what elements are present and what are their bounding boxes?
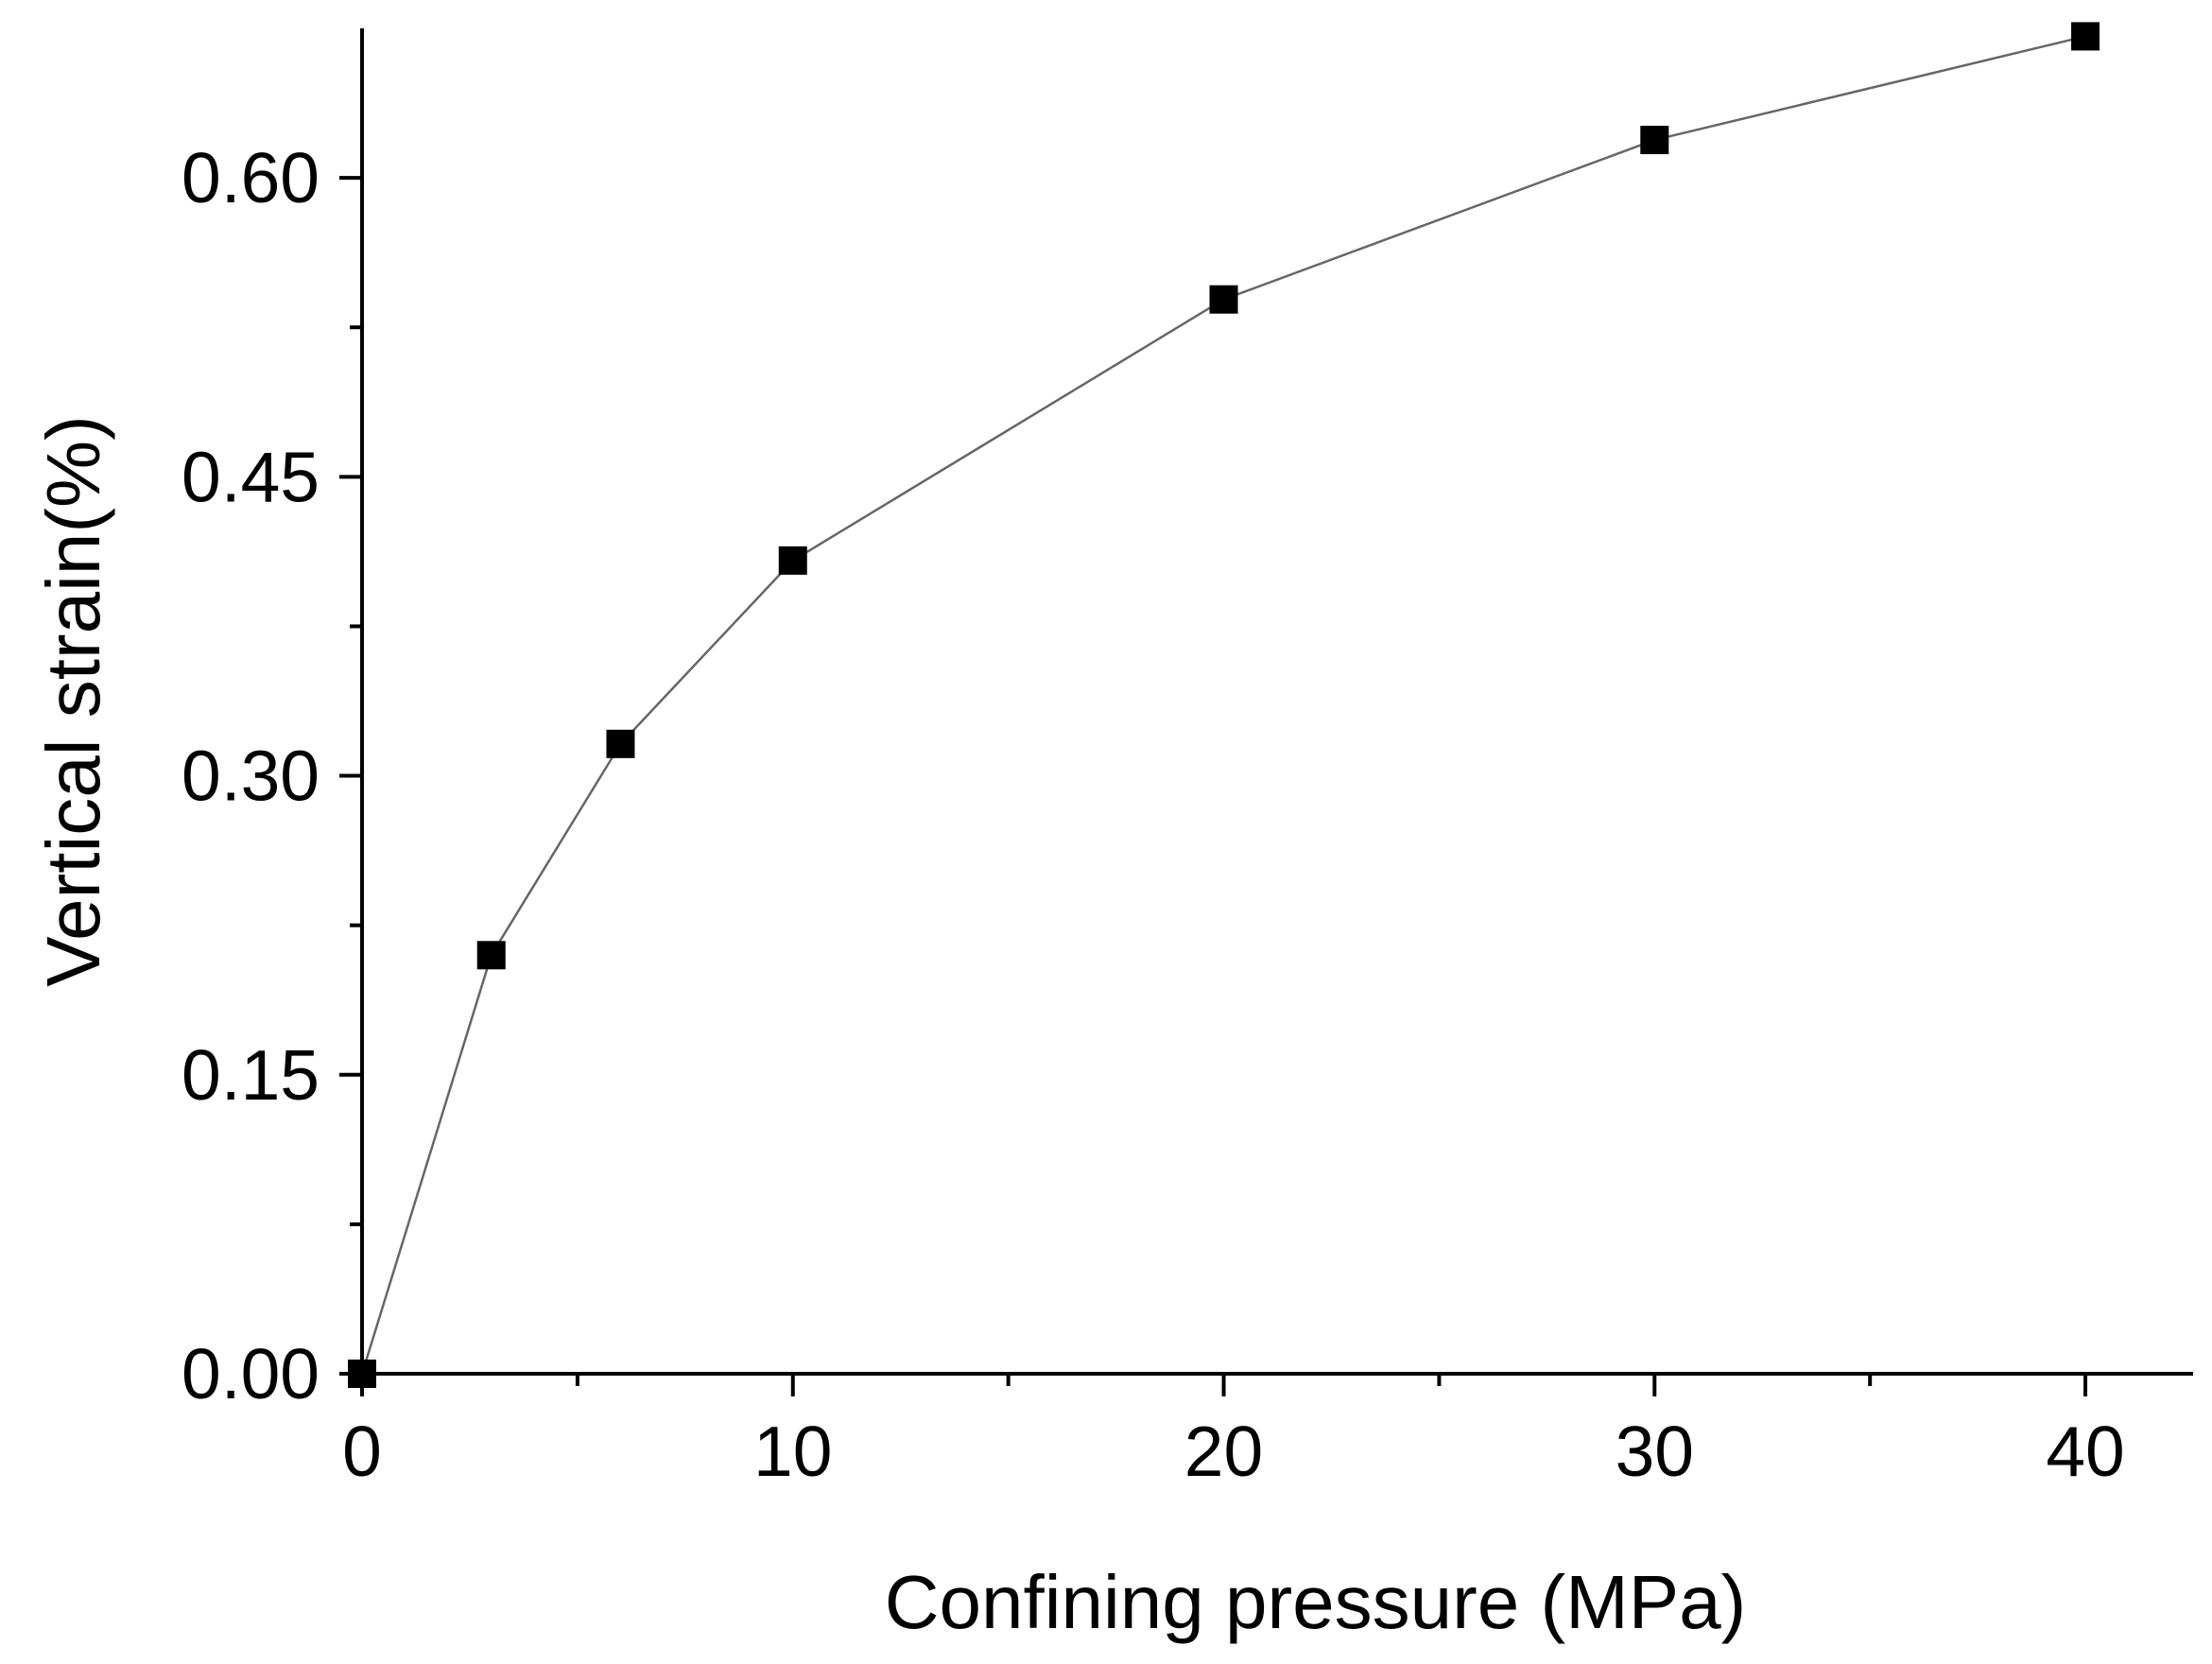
y-tick-label: 0.15: [181, 1035, 320, 1115]
axes: [360, 28, 2193, 1376]
x-tick-label: 10: [753, 1412, 832, 1491]
data-point: [606, 729, 635, 758]
series: [348, 22, 2100, 1388]
x-tick-label: 30: [1616, 1412, 1694, 1491]
y-tick-label: 0.60: [181, 138, 320, 217]
data-point: [2071, 22, 2100, 51]
data-point: [778, 546, 807, 575]
y-tick-label: 0.45: [181, 437, 320, 516]
x-tick-label: 40: [2046, 1412, 2124, 1491]
x-tick-label: 20: [1184, 1412, 1263, 1491]
x-axis-title: Confining pressure (MPa): [885, 1560, 1746, 1644]
data-point: [476, 941, 506, 970]
data-point: [348, 1360, 376, 1388]
data-point: [1209, 285, 1238, 314]
ticks: [339, 176, 2088, 1396]
data-point: [1640, 126, 1669, 155]
x-tick-label: 0: [342, 1412, 382, 1491]
y-tick-label: 0.30: [181, 737, 320, 816]
series-line: [360, 35, 2086, 1375]
y-axis-title: Vertical strain(%): [31, 415, 115, 987]
labels: 0 10 20 30 40 0.00 0.15 0.30 0.45 0.60 Confining p…: [31, 138, 2125, 1644]
y-tick-label: 0.00: [181, 1334, 320, 1413]
